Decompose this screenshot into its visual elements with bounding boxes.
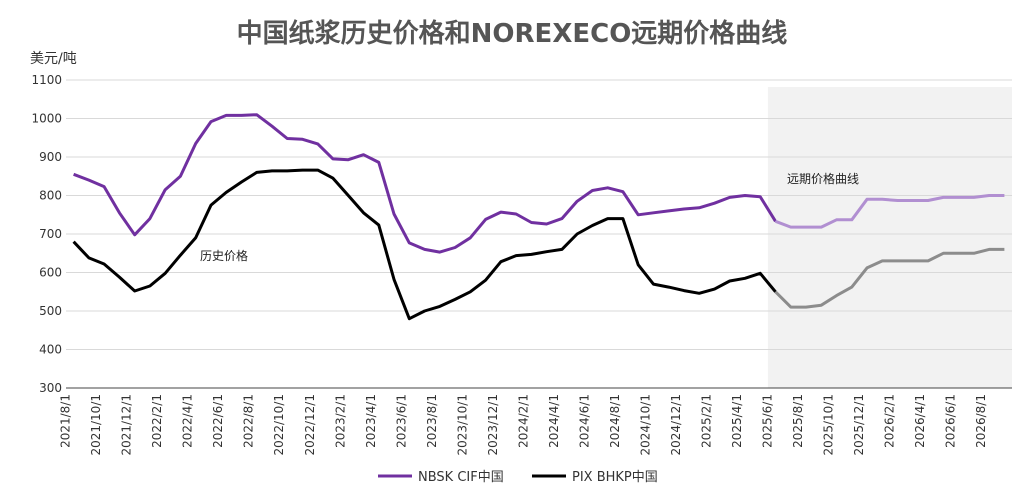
x-tick-label: 2024/4/1 [547, 394, 561, 448]
x-tick-label: 2024/6/1 [577, 394, 591, 448]
x-tick-label: 2026/2/1 [883, 394, 897, 448]
chart-title: 中国纸浆历史价格和NOREXECO远期价格曲线 [237, 18, 788, 49]
x-tick-label: 2022/2/1 [150, 394, 164, 448]
x-tick-label: 2026/6/1 [944, 394, 958, 448]
x-tick-label: 2022/10/1 [272, 394, 286, 456]
y-tick-label: 900 [39, 150, 62, 164]
x-tick-label: 2023/2/1 [333, 394, 347, 448]
y-tick-label: 700 [39, 227, 62, 241]
forward-curve-annotation: 远期价格曲线 [787, 171, 859, 186]
x-tick-label: 2023/12/1 [486, 394, 500, 456]
series-line-2-forecast [774, 247, 1005, 309]
x-tick-label: 2024/12/1 [669, 394, 683, 456]
x-tick-label: 2025/10/1 [822, 394, 836, 456]
y-tick-label: 1000 [31, 112, 62, 126]
x-tick-label: 2024/8/1 [608, 394, 622, 448]
x-tick-label: 2022/6/1 [211, 394, 225, 448]
x-tick-label: 2022/8/1 [242, 394, 256, 448]
y-tick-label: 800 [39, 189, 62, 203]
x-tick-label: 2026/4/1 [913, 394, 927, 448]
x-tick-label: 2021/8/1 [59, 394, 73, 448]
legend-label: PIX BHKP中国 [572, 470, 658, 485]
y-tick-label: 500 [39, 304, 62, 318]
x-tick-label: 2022/4/1 [181, 394, 195, 448]
x-tick-label: 2025/2/1 [699, 394, 713, 448]
x-tick-label: 2026/8/1 [974, 394, 988, 448]
x-tick-label: 2025/12/1 [852, 394, 866, 456]
y-tick-label: 600 [39, 266, 62, 280]
y-tick-label: 400 [39, 343, 62, 357]
series-line-1-forecast [774, 194, 1005, 229]
x-tick-label: 2025/6/1 [761, 394, 775, 448]
x-tick-label: 2025/4/1 [730, 394, 744, 448]
y-axis: 300 400 500 600 700 800 900 1000 1100 [31, 73, 62, 395]
forecast-region [767, 87, 1012, 388]
series-line-2-historical [72, 168, 777, 321]
y-axis-unit-label: 美元/吨 [30, 51, 77, 67]
series-line-1-historical [73, 113, 777, 254]
y-tick-label: 300 [39, 381, 62, 395]
x-tick-label: 2023/10/1 [455, 394, 469, 456]
x-tick-label: 2021/10/1 [89, 394, 103, 456]
x-tick-label: 2025/8/1 [791, 394, 805, 448]
y-tick-label: 1100 [31, 73, 62, 87]
x-tick-label: 2023/4/1 [364, 394, 378, 448]
historical-price-annotation: 历史价格 [200, 248, 248, 263]
x-tick-label: 2022/12/1 [303, 394, 317, 456]
legend: NBSK CIF中国 PIX BHKP中国 [378, 470, 658, 485]
x-tick-label: 2024/10/1 [638, 394, 652, 456]
x-tick-label: 2021/12/1 [120, 394, 134, 456]
x-tick-label: 2023/8/1 [425, 394, 439, 448]
x-tick-label: 2024/2/1 [516, 394, 530, 448]
x-tick-label: 2023/6/1 [394, 394, 408, 448]
legend-label: NBSK CIF中国 [418, 470, 504, 485]
series-lines [72, 113, 1005, 321]
x-axis: 2021/8/1 2021/10/1 2021/12/1 2022/2/1 2022/4… [59, 394, 988, 456]
